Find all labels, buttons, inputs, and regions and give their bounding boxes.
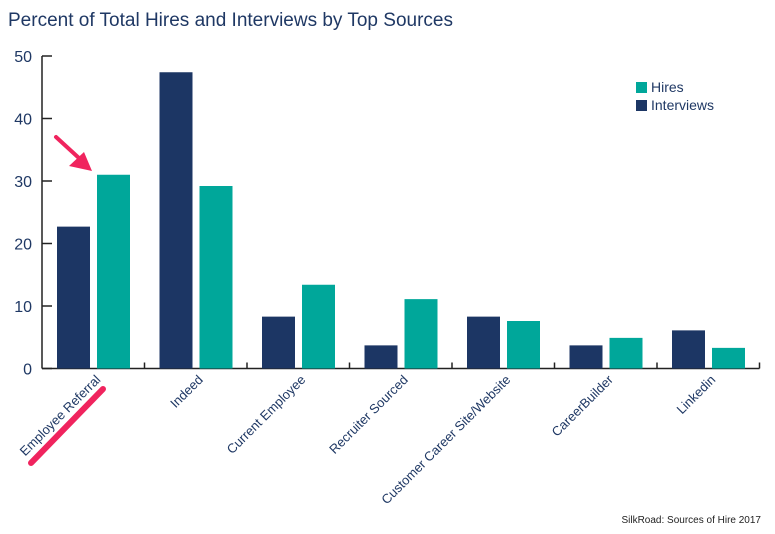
legend: Hires Interviews (636, 79, 714, 113)
bar-interviews (262, 316, 295, 369)
annotation-arrow-head (69, 152, 92, 171)
bar-hires (302, 284, 335, 369)
x-tick-label: Recruiter Sourced (326, 372, 411, 457)
legend-swatch (636, 82, 647, 93)
bar-hires (199, 186, 233, 369)
annotation-underline (28, 386, 106, 466)
bar-interviews (57, 226, 90, 369)
x-tick-label: Current Employee (224, 372, 309, 457)
y-tick-label: 10 (14, 299, 32, 316)
bar-hires (609, 337, 643, 369)
y-tick-label: 20 (14, 237, 32, 254)
chart-title: Percent of Total Hires and Interviews by… (8, 10, 453, 31)
source-note: SilkRoad: Sources of Hire 2017 (621, 515, 761, 526)
y-tick-label: 30 (14, 174, 32, 191)
y-tick-label: 40 (14, 112, 32, 129)
legend-label: Interviews (651, 97, 714, 113)
bar-hires (404, 299, 438, 369)
annotation-arrow-shaft (54, 135, 82, 161)
bar-hires (712, 347, 745, 369)
bar-interviews (159, 72, 193, 369)
y-tick-label: 0 (23, 362, 32, 379)
legend-swatch (636, 100, 647, 111)
bar-hires (507, 321, 540, 369)
bar-interviews (467, 316, 500, 369)
bar-interviews (364, 345, 398, 369)
bar-interviews (569, 345, 603, 369)
x-tick-label: Employee Referral (17, 372, 104, 459)
bar-interviews (672, 330, 705, 369)
bar-hires (97, 174, 130, 369)
x-tick-label: CareerBuilder (549, 372, 617, 440)
legend-label: Hires (651, 79, 684, 95)
x-tick-label: Indeed (167, 372, 206, 411)
x-tick-label: Linkedin (674, 372, 719, 417)
y-tick-label: 50 (14, 49, 32, 66)
